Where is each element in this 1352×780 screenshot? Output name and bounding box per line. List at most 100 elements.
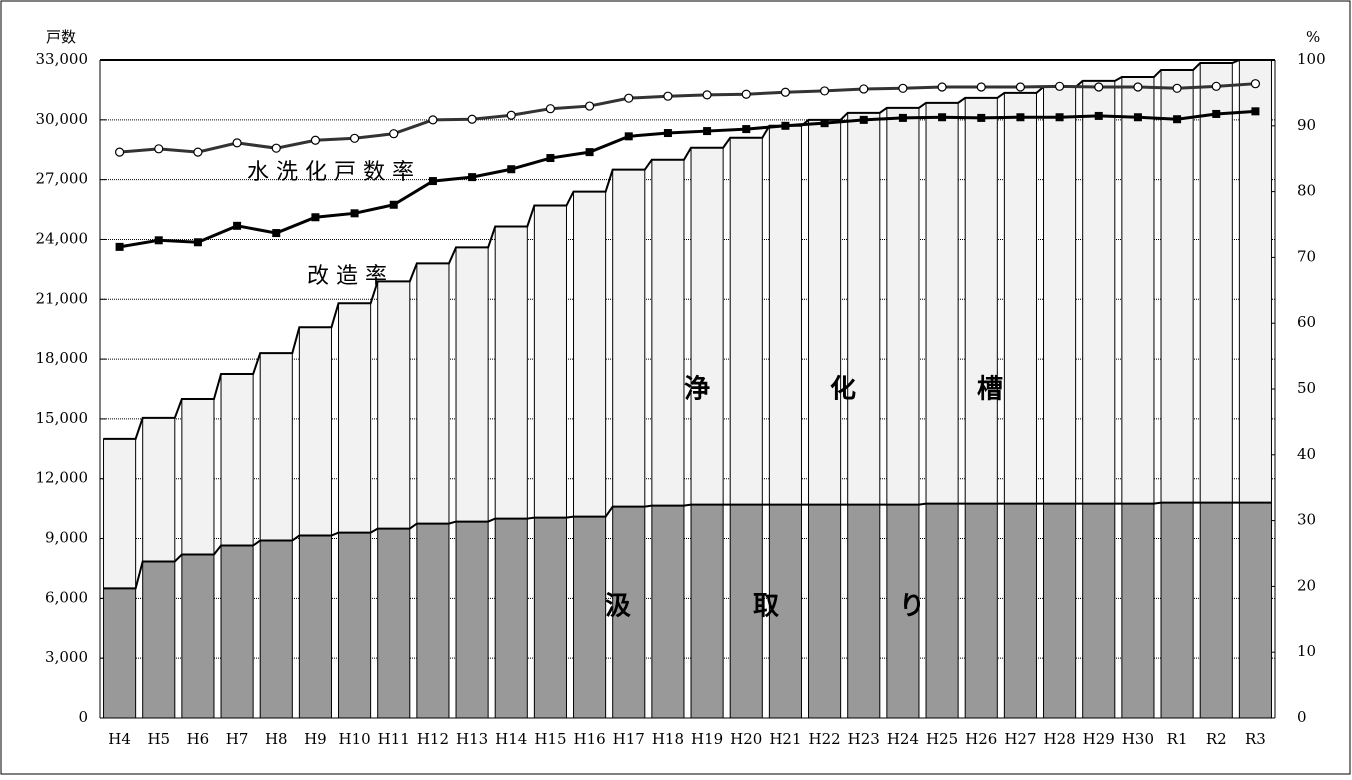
y-tick-label: 9,000 (45, 529, 88, 547)
bar-segment (298, 535, 332, 719)
bar-segment (573, 516, 607, 719)
bar-segment (847, 504, 881, 719)
marker (310, 135, 321, 145)
x-tick-label: H13 (456, 730, 488, 748)
marker (1173, 115, 1182, 124)
y-axis-label: 戸数 (46, 28, 76, 46)
bar-segment (729, 504, 763, 719)
marker (271, 143, 281, 153)
marker (1015, 82, 1026, 92)
marker (1055, 113, 1064, 122)
bar-segment (808, 504, 842, 719)
bar-segment (1238, 502, 1272, 719)
bar-segment (142, 560, 176, 719)
marker (467, 114, 477, 124)
bar-segment (1121, 76, 1155, 505)
marker (624, 93, 634, 103)
marker (232, 138, 242, 148)
marker (311, 213, 320, 222)
y2-tick-label: 90 (1297, 116, 1316, 134)
bar-segment (338, 532, 372, 719)
x-tick-label: H21 (769, 730, 801, 748)
marker (193, 147, 203, 157)
x-tick-label: H14 (495, 730, 527, 748)
bar-segment (651, 505, 685, 719)
x-tick-label: H29 (1083, 730, 1115, 748)
y2-tick-label: 50 (1297, 379, 1316, 397)
marker (546, 154, 555, 163)
marker (233, 221, 242, 230)
bar-segment (181, 553, 215, 719)
x-tick-label: H6 (187, 730, 210, 748)
y2-tick-label: 20 (1297, 576, 1316, 594)
bar-segment (220, 545, 254, 719)
y-tick-label: 6,000 (45, 588, 88, 606)
y-tick-label: 24,000 (36, 229, 89, 247)
x-tick-label: H4 (108, 730, 131, 748)
marker (819, 86, 830, 96)
marker (428, 177, 437, 186)
bar-segment (181, 398, 215, 555)
marker (1094, 111, 1103, 120)
marker (1133, 82, 1143, 92)
x-tick-label: H26 (965, 730, 997, 748)
annotation: 取 (753, 592, 779, 622)
bar-segment (455, 521, 489, 719)
bar-segment (925, 102, 959, 505)
marker (663, 91, 673, 101)
x-tick-label: H5 (147, 730, 170, 748)
bar-segment (533, 205, 567, 519)
bar-segment (338, 302, 372, 534)
marker (859, 84, 869, 94)
y-tick-label: 18,000 (36, 349, 89, 367)
x-tick-label: H10 (338, 730, 370, 748)
x-tick-label: H15 (534, 730, 566, 748)
x-tick-label: H24 (887, 730, 919, 748)
x-tick-label: H7 (226, 730, 249, 748)
bar-segment (1160, 69, 1194, 504)
marker (272, 229, 281, 238)
annotation: 浄 (684, 375, 710, 405)
marker (898, 113, 907, 122)
y-tick-label: 12,000 (36, 469, 89, 487)
bar-segment (494, 225, 528, 520)
marker (976, 82, 986, 92)
marker (624, 132, 633, 141)
x-tick-label: H25 (926, 730, 958, 748)
bar-segment (1043, 86, 1077, 505)
marker (780, 87, 791, 97)
y2-tick-label: 40 (1297, 445, 1316, 463)
bar-segment (651, 159, 685, 507)
x-tick-label: H16 (573, 730, 605, 748)
marker (702, 90, 712, 100)
marker (741, 89, 751, 99)
marker (1250, 79, 1261, 89)
y-tick-label: 33,000 (36, 50, 89, 68)
bar-segment (612, 506, 646, 719)
annotation: 化 (830, 375, 856, 405)
marker (938, 113, 947, 122)
bar-segment (690, 147, 724, 506)
marker (468, 173, 477, 182)
x-tick-label: H11 (378, 730, 410, 748)
bar-segment (964, 97, 998, 505)
marker (1094, 82, 1104, 92)
bar-segment (925, 503, 959, 719)
marker (1212, 109, 1221, 118)
bar-segment (533, 517, 567, 719)
y-tick-label: 3,000 (45, 648, 88, 666)
marker (506, 110, 516, 120)
x-tick-label: R1 (1167, 730, 1188, 748)
annotation: り (899, 592, 925, 622)
bar-segment (142, 417, 176, 562)
marker (663, 129, 672, 138)
bar-segment (886, 504, 920, 719)
marker (859, 115, 868, 124)
bar-segment (808, 119, 842, 506)
bar-segment (103, 587, 137, 719)
y2-tick-label: 100 (1297, 50, 1326, 68)
connector-line (103, 501, 1272, 590)
x-tick-label: H17 (613, 730, 645, 748)
x-tick-label: H30 (1122, 730, 1154, 748)
marker (428, 115, 438, 125)
